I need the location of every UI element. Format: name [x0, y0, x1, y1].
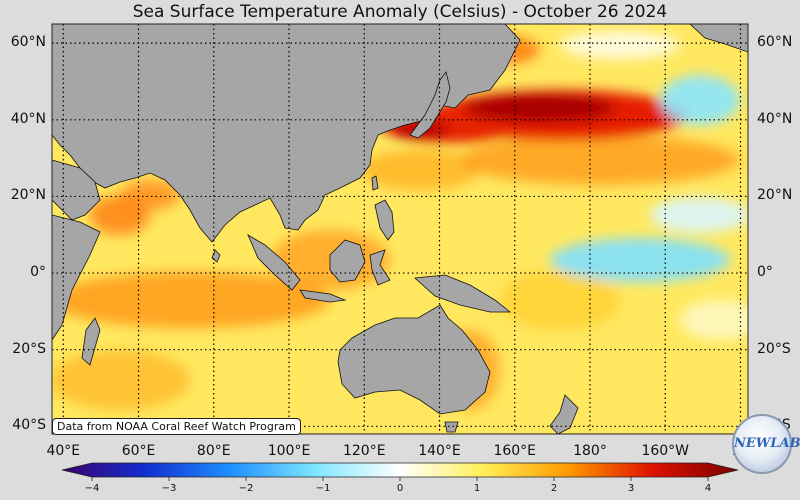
- colorbar-tick-label: 4: [704, 483, 712, 494]
- latitude-label-left: 0°: [30, 264, 46, 281]
- colorbar-tick-label: −4: [84, 483, 100, 494]
- colorbar-tick-label: 3: [627, 483, 635, 494]
- graticule: [52, 24, 748, 434]
- anomaly-blobs: [52, 31, 748, 410]
- colorbar-tick-marks: [91, 477, 709, 481]
- colorbar-tick-label: −2: [238, 483, 254, 494]
- colorbar-tick-label: −1: [315, 483, 331, 494]
- longitude-label: 180°: [573, 443, 607, 459]
- latitude-label-left: 20°N: [10, 187, 46, 204]
- colorbar-tick-label: 2: [550, 483, 558, 494]
- lab-logo[interactable]: NEWLAB: [732, 414, 800, 474]
- colorbar-tick-label: 0: [396, 483, 404, 494]
- longitude-label: 140°E: [418, 443, 461, 459]
- latitude-label-right: 0°: [757, 264, 773, 281]
- colorbar-tick-label: −3: [161, 483, 177, 494]
- longitude-label: 160°E: [493, 443, 537, 459]
- logo-text: NEWLAB: [734, 436, 800, 451]
- latitude-label-right: 20°N: [757, 187, 793, 204]
- colorbar-tick-label: 1: [473, 483, 481, 494]
- land-masses: [52, 24, 748, 434]
- longitude-label: 40°E: [46, 443, 81, 459]
- latitude-label-left: 60°N: [10, 34, 46, 51]
- latitude-label-left: 40°N: [10, 110, 46, 127]
- longitude-label: 120°E: [342, 443, 386, 459]
- longitude-label: 160°W: [641, 443, 690, 459]
- longitude-label: 60°E: [121, 443, 156, 459]
- data-credit: Data from NOAA Coral Reef Watch Program: [52, 418, 301, 435]
- latitude-label-right: 40°N: [757, 110, 793, 127]
- map-field: [52, 24, 748, 434]
- latitude-label-right: 20°S: [757, 340, 791, 357]
- map-title: Sea Surface Temperature Anomaly (Celsius…: [132, 2, 668, 22]
- latitude-label-left: 40°S: [12, 417, 46, 434]
- longitude-label: 100°E: [267, 443, 311, 459]
- latitude-label-right: 60°N: [757, 34, 793, 51]
- colorbar: [61, 462, 739, 478]
- latitude-label-left: 20°S: [12, 340, 46, 357]
- longitude-label: 80°E: [196, 443, 231, 459]
- map-frame: [51, 23, 749, 435]
